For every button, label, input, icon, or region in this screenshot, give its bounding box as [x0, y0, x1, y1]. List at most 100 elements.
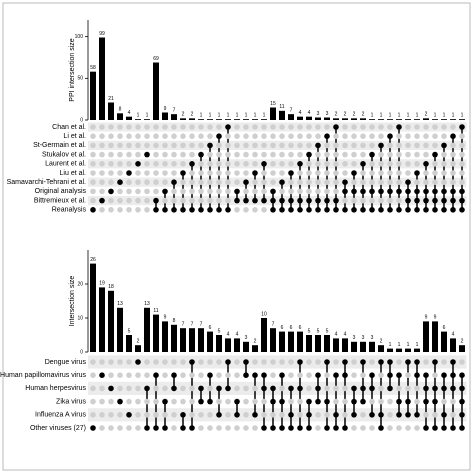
- value-label: 69: [153, 56, 159, 62]
- matrix-dot: [144, 151, 150, 158]
- matrix-dot: [126, 151, 132, 158]
- matrix-dot: [450, 133, 456, 139]
- matrix-dot: [153, 385, 159, 392]
- matrix-dot: [315, 151, 321, 158]
- matrix-dot: [144, 425, 150, 431]
- value-label: 4: [335, 332, 338, 338]
- frame: [2, 2, 471, 471]
- matrix-dot: [414, 161, 420, 167]
- matrix-dot: [180, 372, 186, 379]
- matrix-dot: [225, 197, 231, 204]
- value-label: 2: [344, 112, 347, 118]
- matrix-dot: [234, 398, 240, 405]
- matrix-dot: [117, 124, 123, 130]
- matrix-dot: [405, 398, 411, 405]
- matrix-dot: [90, 372, 96, 379]
- matrix-dot: [99, 412, 105, 418]
- matrix-dot: [414, 170, 420, 176]
- matrix-dot: [414, 124, 420, 130]
- matrix-dot: [342, 197, 348, 204]
- matrix-dot: [126, 179, 132, 185]
- bar: [459, 345, 465, 352]
- matrix-dot: [207, 161, 213, 167]
- matrix-dot: [432, 385, 438, 392]
- matrix-dot: [279, 425, 285, 431]
- matrix-dot: [261, 385, 267, 392]
- matrix-dot: [90, 197, 96, 204]
- value-label: 3: [245, 335, 248, 341]
- matrix-dot: [153, 425, 159, 431]
- value-label: 2: [380, 339, 383, 345]
- matrix-dot: [342, 385, 348, 392]
- matrix-dot: [414, 151, 420, 158]
- set-label: Reanalysis: [52, 207, 87, 214]
- matrix-dot: [405, 142, 411, 149]
- value-label: 4: [299, 110, 302, 116]
- matrix-dot: [423, 412, 429, 418]
- matrix-dot: [171, 207, 177, 213]
- matrix-dot: [252, 161, 258, 167]
- matrix-dot: [378, 385, 384, 392]
- bar: [387, 348, 393, 352]
- matrix-dot: [108, 385, 114, 392]
- matrix-dot: [144, 124, 150, 130]
- matrix-dot: [243, 359, 249, 365]
- matrix-dot: [162, 372, 168, 379]
- matrix-dot: [315, 161, 321, 167]
- bar: [459, 119, 465, 120]
- matrix-dot: [117, 179, 123, 185]
- matrix-dot: [216, 142, 222, 149]
- matrix-dot: [351, 179, 357, 185]
- matrix-dot: [279, 412, 285, 418]
- matrix-dot: [243, 133, 249, 139]
- matrix-dot: [450, 124, 456, 130]
- matrix-dot: [288, 151, 294, 158]
- matrix-dot: [189, 425, 195, 431]
- value-label: 6: [281, 325, 284, 331]
- matrix-dot: [387, 151, 393, 158]
- matrix-dot: [99, 207, 105, 213]
- value-label: 4: [344, 332, 347, 338]
- matrix-dot: [279, 133, 285, 139]
- matrix-dot: [252, 412, 258, 418]
- value-label: 11: [153, 308, 158, 314]
- matrix-dot: [162, 133, 168, 139]
- matrix-dot: [135, 142, 141, 149]
- matrix-dot: [324, 398, 330, 405]
- matrix-dot: [216, 207, 222, 213]
- value-label: 2: [191, 112, 194, 118]
- matrix-dot: [252, 124, 258, 130]
- matrix-dot: [108, 398, 114, 405]
- matrix-dot: [207, 142, 213, 149]
- value-label: 7: [290, 107, 293, 113]
- bar: [261, 318, 267, 352]
- matrix-dot: [207, 207, 213, 213]
- matrix-dot: [450, 151, 456, 158]
- matrix-dot: [369, 197, 375, 204]
- matrix-dot: [279, 151, 285, 158]
- matrix-dot: [153, 124, 159, 130]
- matrix-dot: [414, 133, 420, 139]
- matrix-dot: [270, 398, 276, 405]
- value-label: 2: [137, 339, 140, 345]
- matrix-dot: [135, 372, 141, 379]
- matrix-dot: [351, 398, 357, 405]
- matrix-dot: [252, 133, 258, 139]
- matrix-dot: [441, 161, 447, 167]
- matrix-dot: [306, 133, 312, 139]
- matrix-dot: [162, 124, 168, 130]
- matrix-dot: [333, 188, 339, 195]
- matrix-dot: [225, 207, 231, 213]
- matrix-dot: [180, 151, 186, 158]
- matrix-dot: [369, 179, 375, 185]
- matrix-dot: [405, 207, 411, 213]
- bar: [423, 321, 429, 352]
- matrix-dot: [234, 124, 240, 130]
- bar: [108, 290, 114, 352]
- matrix-dot: [108, 359, 114, 365]
- matrix-dot: [414, 398, 420, 405]
- matrix-dot: [396, 124, 402, 130]
- matrix-dot: [189, 124, 195, 130]
- matrix-dot: [288, 170, 294, 176]
- matrix-dot: [153, 188, 159, 195]
